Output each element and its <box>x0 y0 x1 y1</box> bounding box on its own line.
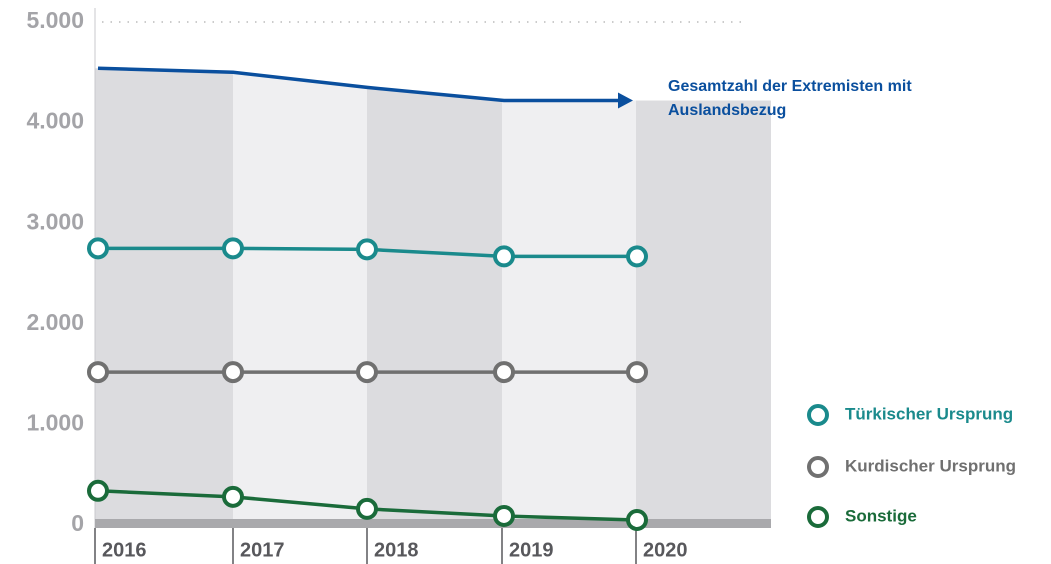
y-tick-label: 1.000 <box>26 409 84 435</box>
legend-label: Türkischer Ursprung <box>845 404 1013 423</box>
point <box>493 361 515 384</box>
x-tick-label: 2019 <box>509 539 554 561</box>
point <box>222 361 244 384</box>
band <box>95 68 233 525</box>
x-tick-label: 2017 <box>240 539 285 561</box>
legend-marker <box>807 506 829 528</box>
point <box>626 508 648 531</box>
point <box>87 361 109 384</box>
band <box>367 87 502 525</box>
band <box>502 100 636 525</box>
baseline <box>95 519 771 528</box>
point <box>356 361 378 384</box>
y-tick-label: 3.000 <box>26 208 84 234</box>
y-tick-label: 4.000 <box>26 108 84 134</box>
legend-label: Kurdischer Ursprung <box>845 456 1016 475</box>
point <box>626 245 648 268</box>
point <box>626 361 648 384</box>
point <box>356 238 378 261</box>
point <box>493 245 515 268</box>
y-tick-label: 2.000 <box>26 309 84 335</box>
x-tick-label: 2016 <box>102 539 147 561</box>
y-tick-label: 5.000 <box>26 7 84 33</box>
legend-marker <box>807 404 829 426</box>
band <box>233 72 367 526</box>
x-tick-label: 2018 <box>374 539 419 561</box>
point <box>222 237 244 260</box>
point <box>87 479 109 502</box>
arrow-head <box>618 92 633 109</box>
annotation: Gesamtzahl der Extremisten mit Auslandsb… <box>668 78 912 119</box>
legend-marker <box>807 456 829 478</box>
band <box>636 100 771 525</box>
legend-label: Sonstige <box>845 506 917 525</box>
point <box>356 497 378 520</box>
point <box>87 237 109 260</box>
point <box>493 504 515 527</box>
y-tick-label: 0 <box>71 510 84 536</box>
x-tick-label: 2020 <box>643 539 688 561</box>
point <box>222 485 244 508</box>
series-line <box>97 66 623 103</box>
